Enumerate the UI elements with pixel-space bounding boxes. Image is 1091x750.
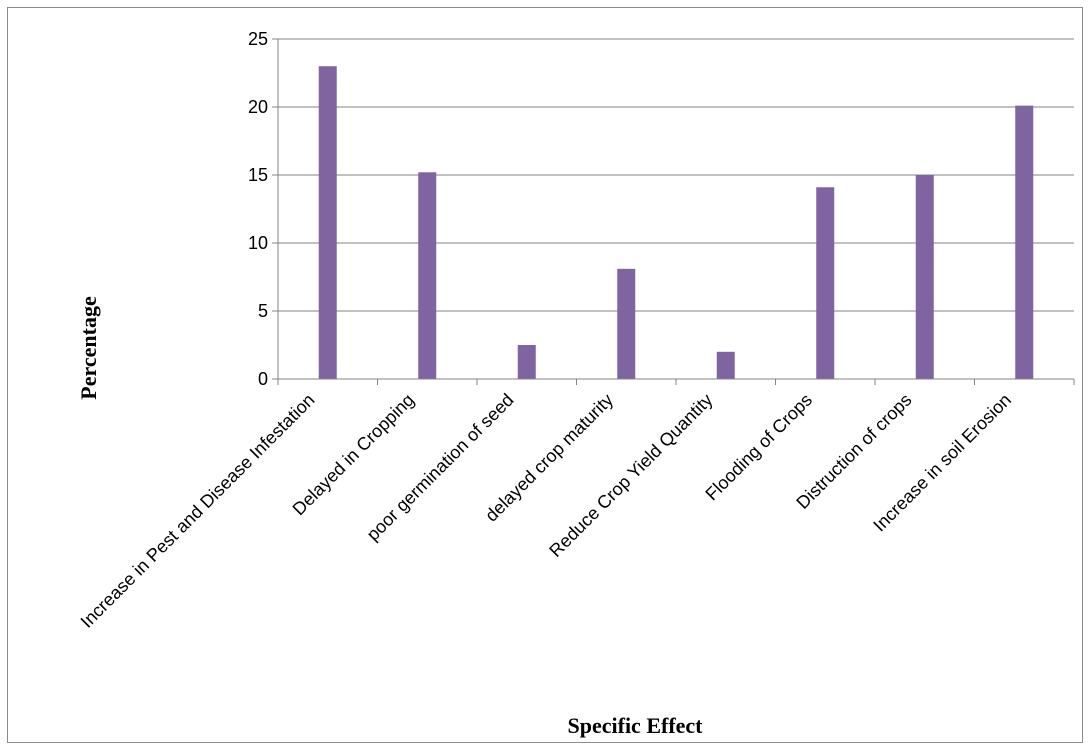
y-tick-label: 0 [258, 369, 268, 389]
x-tick-label: Reduce Crop Yield Quantity [545, 390, 716, 561]
axes [272, 38, 1075, 385]
x-axis-title: Specific Effect [568, 713, 704, 738]
gridlines [278, 38, 1074, 312]
y-tick-label: 10 [248, 233, 268, 253]
bar [517, 345, 536, 379]
x-tick-label: Increase in Pest and Disease Infestation [77, 390, 319, 632]
y-tick-label: 25 [248, 29, 268, 49]
bar [418, 172, 437, 379]
bar [318, 66, 337, 379]
chart-frame: 0 5 10 15 20 25 Increase in Pest and Disease … [7, 7, 1083, 743]
y-tick-labels: 0 5 10 15 20 25 [248, 29, 268, 389]
bar [617, 268, 636, 379]
bar-chart: 0 5 10 15 20 25 Increase in Pest and Disease … [76, 29, 1075, 738]
bar [915, 175, 934, 379]
bar [816, 187, 835, 379]
bar [1015, 105, 1034, 379]
bar [716, 351, 735, 379]
y-tick-label: 15 [248, 165, 268, 185]
x-tick-labels: Increase in Pest and Disease Infestation… [77, 390, 1015, 632]
y-tick-label: 20 [248, 97, 268, 117]
y-axis-title: Percentage [76, 296, 101, 400]
y-tick-label: 5 [258, 301, 268, 321]
bars [318, 66, 1034, 379]
x-tick-label: Flooding of Crops [701, 390, 816, 505]
